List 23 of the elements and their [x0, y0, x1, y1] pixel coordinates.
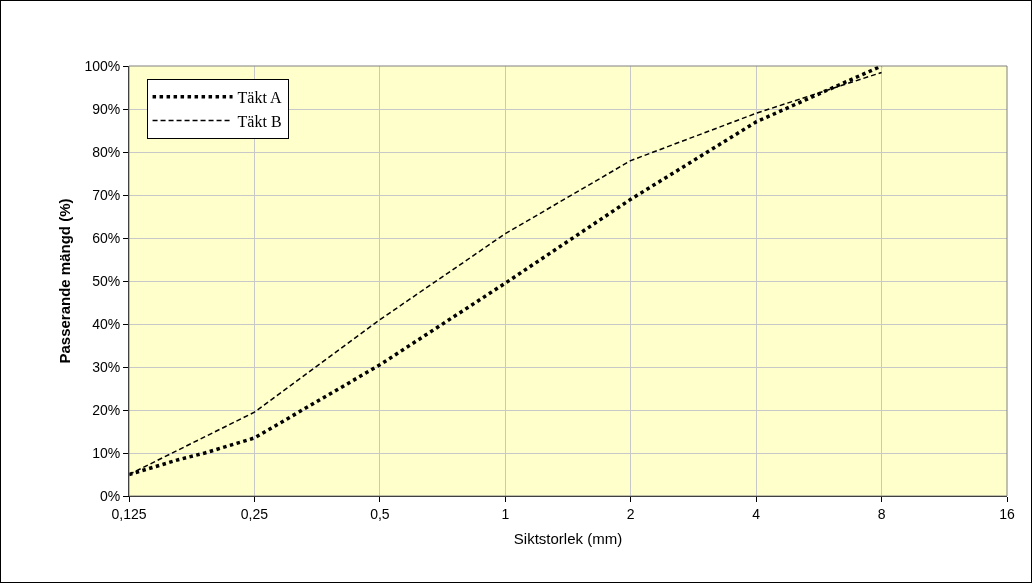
- legend-label: Täkt A: [237, 89, 282, 107]
- y-tick-label: 0%: [99, 487, 121, 504]
- x-tick-label: 0,125: [111, 505, 147, 522]
- x-axis-title: Siktstorlek (mm): [513, 529, 623, 547]
- y-tick-label: 90%: [92, 100, 121, 117]
- x-tick-label: 4: [752, 505, 761, 522]
- y-tick-label: 60%: [92, 229, 121, 246]
- y-tick-label: 50%: [92, 272, 121, 289]
- x-tick-label: 2: [626, 505, 635, 522]
- x-tick-label: 8: [877, 505, 886, 522]
- y-tick-label: 100%: [84, 57, 121, 74]
- y-tick-label: 30%: [92, 358, 121, 375]
- y-tick-label: 70%: [92, 186, 121, 203]
- y-axis-title: Passerande mängd (%): [55, 198, 73, 364]
- y-tick-label: 20%: [92, 401, 121, 418]
- y-tick-label: 10%: [92, 444, 121, 461]
- legend-label: Täkt B: [237, 112, 282, 130]
- y-tick-label: 80%: [92, 143, 121, 160]
- x-tick-label: 16: [999, 505, 1015, 522]
- x-tick-label: 0,5: [370, 505, 390, 522]
- y-tick-label: 40%: [92, 315, 121, 332]
- x-tick-label: 1: [501, 505, 510, 522]
- x-tick-label: 0,25: [240, 505, 269, 522]
